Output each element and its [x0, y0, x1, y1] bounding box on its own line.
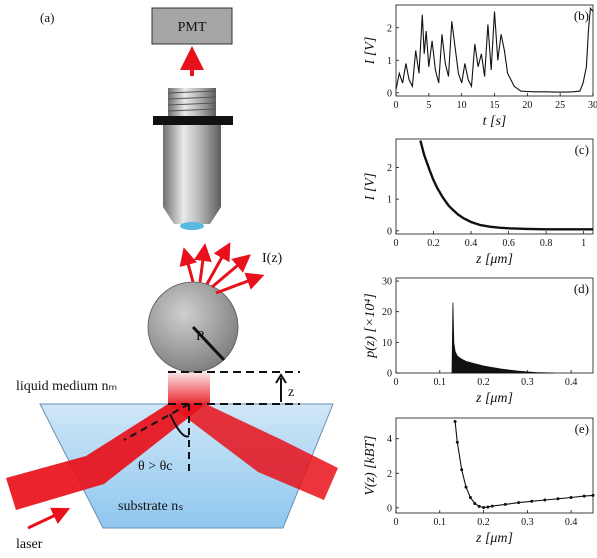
- x-tick-label: 0: [394, 517, 399, 528]
- data-point: [455, 440, 459, 444]
- x-tick-label: 0.1: [434, 377, 447, 388]
- data-point: [591, 493, 595, 497]
- y-tick-label: 1: [387, 195, 392, 206]
- panel-label-b: (b): [574, 8, 589, 23]
- x-tick-label: 15: [490, 100, 500, 111]
- panel-label-a: (a): [40, 10, 54, 25]
- y-tick-label: 2: [387, 23, 392, 34]
- series-line: [454, 421, 594, 509]
- x-tick-label: 25: [555, 100, 565, 111]
- series-line: [419, 140, 593, 231]
- x-tick-label: 0: [394, 100, 399, 111]
- y-axis-label: I [V]: [363, 173, 378, 202]
- data-point: [582, 494, 586, 498]
- x-axis-label: z [μm]: [475, 252, 513, 267]
- y-tick-label: 0: [387, 88, 392, 99]
- x-axis-label: z [μm]: [475, 391, 513, 406]
- incidence-line: [123, 403, 190, 441]
- angle-arc: [169, 413, 190, 438]
- y-axis-label: I [V]: [363, 37, 378, 66]
- radius-line: [191, 325, 226, 362]
- laser-label: laser: [16, 537, 43, 552]
- x-axis-label: t [s]: [483, 114, 507, 129]
- objective-lens: [153, 88, 233, 230]
- x-tick-label: 0: [394, 238, 399, 249]
- chart-panel-e: 0 0.1 0.2 0.3 0.4 0 2 4 z [μm] V(z) [kBT] (e): [363, 417, 595, 546]
- chart-panel-d: 0 0.1 0.2 0.3 0.4 0 10 20 30 z [μm] p(z) [×10⁴] (d): [363, 277, 594, 406]
- x-tick-label: 10: [457, 100, 467, 111]
- y-tick-label: 20: [382, 307, 392, 318]
- x-tick-label: 1: [581, 238, 586, 249]
- data-point: [530, 499, 534, 503]
- data-point: [503, 502, 507, 506]
- x-tick-label: 0.6: [502, 238, 515, 249]
- data-point: [468, 496, 472, 499]
- x-tick-label: 0.4: [465, 238, 478, 249]
- x-tick-label: 0.1: [434, 517, 447, 528]
- x-tick-label: 0.2: [477, 517, 490, 528]
- data-point: [460, 468, 464, 472]
- plot-frame: [395, 417, 594, 514]
- incident-beam: [6, 404, 206, 510]
- y-axis-label: V(z) [kBT]: [363, 435, 378, 495]
- x-tick-label: 0.2: [477, 377, 490, 388]
- data-point: [486, 505, 490, 509]
- x-tick-label: 0.3: [521, 517, 534, 528]
- data-point: [482, 506, 486, 509]
- x-tick-label: 5: [426, 100, 431, 111]
- panel-label-c: (c): [575, 142, 589, 157]
- substrate-label: substrate nₛ: [118, 499, 184, 514]
- laser-arrow: [27, 507, 71, 530]
- data-point: [473, 502, 477, 505]
- y-tick-label: 4: [387, 434, 392, 445]
- y-tick-label: 30: [382, 277, 392, 288]
- series-line: [395, 6, 594, 93]
- x-tick-label: 0.4: [565, 377, 578, 388]
- y-tick-label: 0: [387, 369, 392, 380]
- reflected-beam: [168, 404, 338, 500]
- z-label: z: [288, 385, 294, 400]
- schematic: (a) PMT: [6, 7, 338, 552]
- emission-label: I(z): [262, 251, 283, 266]
- y-tick-label: 2: [387, 469, 392, 480]
- data-point: [490, 504, 494, 508]
- y-tick-label: 0: [387, 226, 392, 237]
- angle-label: θ > θc: [138, 459, 173, 474]
- x-axis-label: z [μm]: [475, 531, 513, 546]
- data-point: [464, 485, 468, 489]
- y-axis-label: p(z) [×10⁴]: [363, 293, 378, 358]
- y-tick-label: 10: [382, 338, 392, 349]
- data-point: [517, 501, 521, 505]
- panel-label-e: (e): [575, 421, 589, 436]
- data-point: [556, 497, 560, 501]
- x-tick-label: 0.4: [565, 517, 578, 528]
- emission-arrows: [179, 242, 265, 295]
- chart-panel-b: 0 5 10 15 20 25 30 0 1 2 t [s] I [V] (b): [363, 4, 597, 129]
- pmt-label: PMT: [178, 20, 207, 35]
- chart-panel-c: 0 0.2 0.4 0.6 0.8 1 0 1 2 z [μm] I [V] (c): [363, 138, 594, 267]
- medium-label: liquid medium nₘ: [16, 379, 117, 394]
- series-area: [451, 302, 554, 374]
- x-tick-label: 20: [522, 100, 532, 111]
- pmt-detector: PMT: [151, 7, 233, 45]
- evanescent-field: [168, 370, 210, 404]
- x-tick-label: 30: [588, 100, 597, 111]
- x-tick-label: 0.3: [521, 377, 534, 388]
- plot-frame: [395, 138, 594, 235]
- x-tick-label: 0.8: [540, 238, 553, 249]
- data-point: [569, 496, 573, 499]
- data-point: [543, 498, 547, 502]
- panel-label-d: (d): [574, 281, 589, 296]
- radius-label: R: [196, 329, 206, 344]
- data-point: [477, 504, 481, 508]
- plot-frame: [395, 277, 594, 374]
- x-tick-label: 0.2: [427, 238, 440, 249]
- y-tick-label: 1: [387, 56, 392, 67]
- x-tick-label: 0: [394, 377, 399, 388]
- y-tick-label: 2: [387, 163, 392, 174]
- y-tick-label: 0: [387, 503, 392, 514]
- data-point: [453, 420, 457, 423]
